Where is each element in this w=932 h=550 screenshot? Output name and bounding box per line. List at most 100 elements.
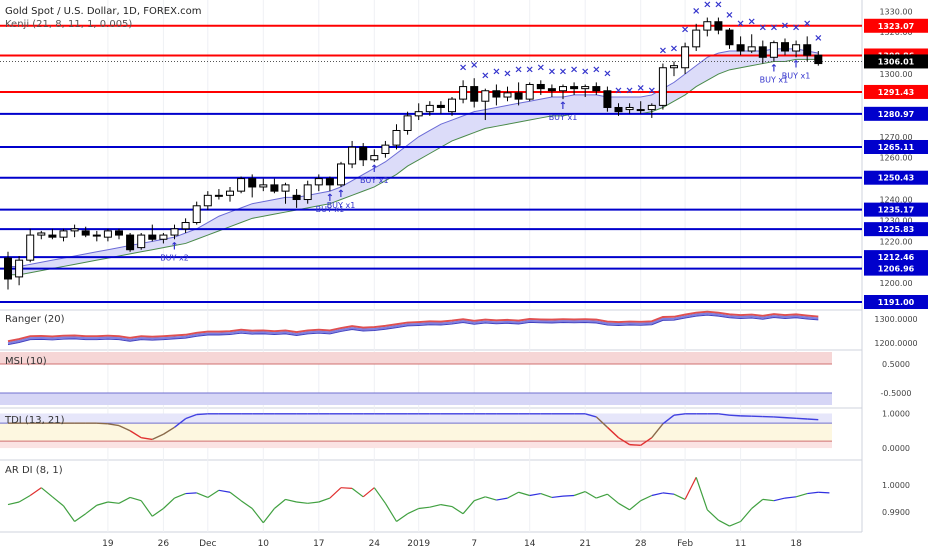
- buy-label: BUY x1: [360, 176, 389, 185]
- ardi-segment: [307, 501, 319, 504]
- ardi-segment: [596, 493, 608, 499]
- tdi-segment: [606, 426, 619, 439]
- ardi-segment: [396, 513, 408, 522]
- ardi-segment: [584, 491, 597, 499]
- level-label: 1191.00: [878, 298, 915, 307]
- level-label: 1250.43: [878, 174, 914, 183]
- level-label: 1323.07: [878, 22, 914, 31]
- sell-marker: ×: [748, 16, 756, 27]
- candle-body: [48, 234, 57, 238]
- ardi-segment: [784, 496, 797, 499]
- tdi-mid-zone: [0, 423, 832, 442]
- sell-marker: ×: [681, 25, 689, 36]
- ardi-segment: [684, 477, 697, 500]
- tdi-segment: [807, 418, 819, 421]
- buy-label: BUY x2: [160, 253, 189, 262]
- sell-marker: ×: [470, 60, 478, 71]
- candle-body: [814, 54, 823, 65]
- ranger-tick: 1300.0000: [874, 315, 917, 324]
- ardi-segment: [462, 500, 475, 515]
- ardi-segment: [507, 491, 519, 499]
- candle-body: [803, 44, 812, 56]
- sell-marker: ×: [625, 85, 633, 96]
- ardi-segment: [662, 492, 675, 495]
- y-tick-label: 1260.00: [879, 154, 912, 163]
- tdi-segment: [640, 437, 653, 446]
- candle-body: [736, 44, 745, 52]
- candle-body: [115, 230, 123, 236]
- ardi-segment: [85, 504, 98, 515]
- candle-body: [281, 184, 290, 192]
- candle-body: [603, 90, 612, 108]
- x-tick-label: 11: [735, 539, 746, 549]
- candle-body: [792, 44, 801, 52]
- x-tick-label: 21: [579, 539, 590, 549]
- sell-marker: ×: [614, 85, 622, 96]
- candle-body: [492, 90, 501, 98]
- level-label-bg: [864, 295, 928, 309]
- tdi-segment: [784, 416, 797, 420]
- ardi-segment: [695, 477, 708, 510]
- candle-body: [381, 144, 390, 155]
- sell-marker: ×: [537, 62, 545, 73]
- ardi-segment: [207, 489, 220, 498]
- x-tick-label: 10: [258, 539, 270, 549]
- ardi-segment: [29, 487, 42, 496]
- ardi-segment: [129, 496, 142, 502]
- candle-body: [4, 257, 12, 280]
- candle-body: [248, 178, 257, 188]
- tdi-segment: [595, 416, 608, 428]
- buy-arrow: ↑: [337, 189, 345, 200]
- sell-marker: ×: [792, 23, 800, 34]
- x-tick-label: 14: [524, 539, 536, 549]
- ranger-pane[interactable]: [7, 310, 819, 346]
- buy-label: BUY x1: [327, 201, 356, 210]
- candle-body: [625, 106, 634, 111]
- ardi-segment: [229, 491, 242, 502]
- ardi-segment: [485, 496, 497, 501]
- candle-body: [348, 146, 357, 165]
- ardi-segment: [373, 487, 386, 504]
- level-label: 1291.43: [878, 88, 914, 97]
- ardi-segment: [718, 519, 730, 527]
- price-pane[interactable]: × ×× × × × × × × × × × × ×× × × ×× ×××× ××× ×× × × × ××↑BUY x2…: [0, 0, 862, 303]
- ardi-segment: [262, 508, 275, 524]
- candle-body: [647, 104, 656, 111]
- msi-tick: 0.5000: [882, 360, 910, 369]
- tdi-pane[interactable]: [0, 413, 832, 449]
- indicator-title: Kenji (21, 8, 11, 1, 0.005): [5, 19, 132, 30]
- sell-marker: ×: [570, 64, 578, 75]
- candle-body: [581, 86, 590, 90]
- candle-body: [70, 228, 79, 232]
- sell-marker: ×: [814, 33, 822, 44]
- candle-body: [470, 86, 479, 102]
- ardi-segment: [318, 497, 331, 503]
- sell-marker: ×: [526, 64, 534, 75]
- ardi-segment: [651, 492, 664, 497]
- sell-marker: ×: [770, 23, 778, 34]
- ardi-segment: [18, 494, 31, 503]
- candle-body: [337, 163, 345, 186]
- kenji-band: [8, 48, 819, 275]
- sell-marker: ×: [759, 23, 767, 34]
- candle-body: [658, 67, 667, 106]
- x-tick-label: 28: [635, 539, 647, 549]
- candle-body: [159, 234, 168, 240]
- ardi-segment: [706, 509, 719, 521]
- x-axis: 19 26 Dec 10 17 24 2019 7 14 21 28 Feb 11 18: [102, 539, 802, 549]
- candle-body: [547, 88, 556, 92]
- buy-arrow: ↑: [559, 101, 567, 112]
- x-tick-label: 17: [313, 539, 324, 549]
- sell-marker: ×: [648, 85, 656, 96]
- sell-marker: ×: [725, 10, 733, 21]
- ardi-segment: [340, 487, 353, 489]
- ardi-segment: [451, 506, 464, 515]
- level-label: 1265.11: [878, 143, 915, 152]
- msi-pane[interactable]: [0, 352, 832, 405]
- sell-marker: ×: [503, 69, 511, 80]
- candle-body: [92, 234, 101, 237]
- tdi-segment: [174, 418, 187, 428]
- ardi-segment: [518, 491, 530, 497]
- candle-body: [26, 234, 35, 261]
- ardi-pane[interactable]: [7, 477, 830, 527]
